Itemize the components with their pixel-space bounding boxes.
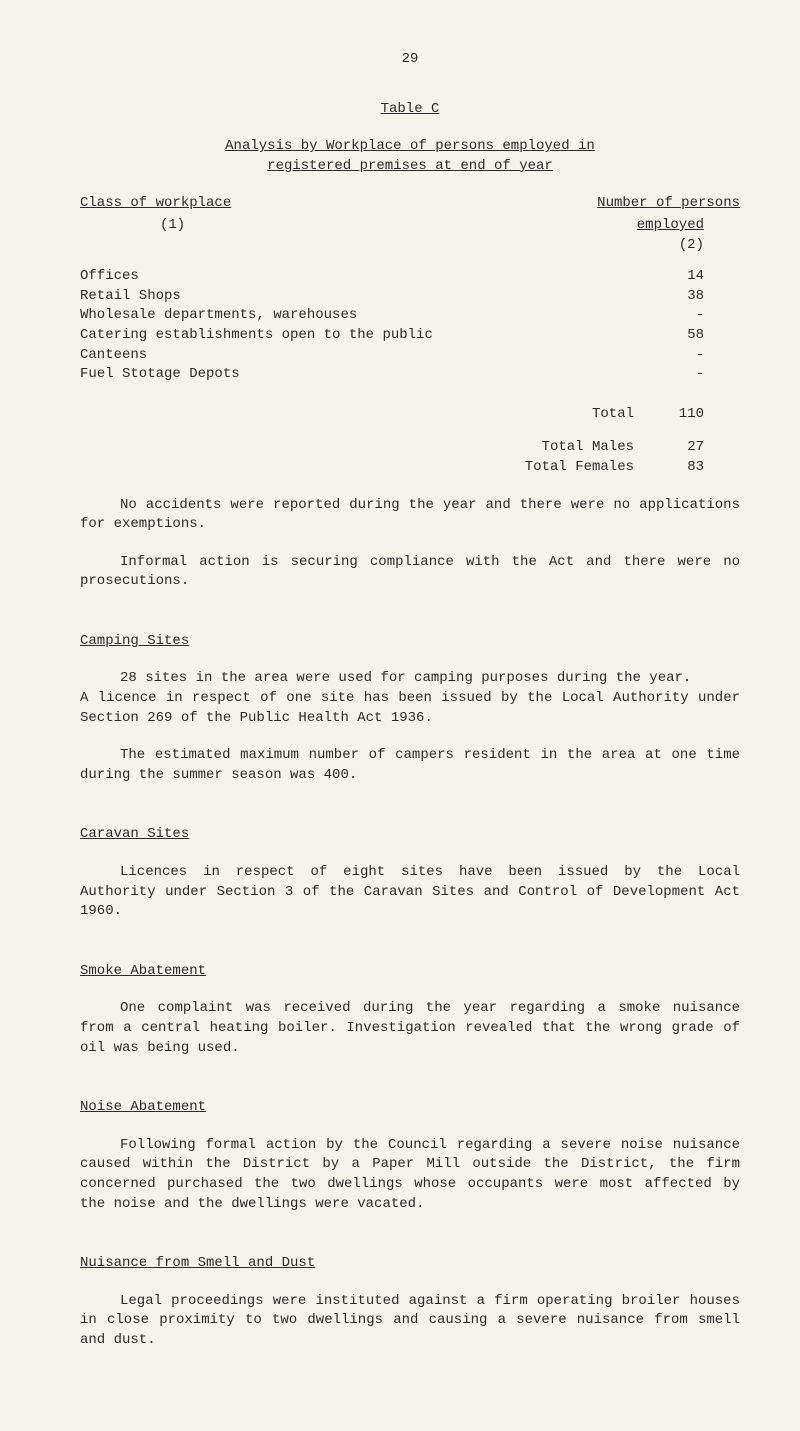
para-informal: Informal action is securing compliance w… [80, 553, 740, 592]
col-head-class: Class of workplace [80, 195, 231, 211]
table-row: Retail Shops 38 [80, 287, 740, 307]
table-title: Analysis by Workplace of persons employe… [80, 137, 740, 176]
nuisance-heading: Nuisance from Smell and Dust [80, 1254, 740, 1274]
page-number: 29 [80, 50, 740, 70]
total-row: Total 110 [80, 405, 740, 425]
table-row: Wholesale departments, warehouses - [80, 306, 740, 326]
noise-p: Following formal action by the Council r… [80, 1136, 740, 1214]
table-row: Fuel Stotage Depots - [80, 365, 740, 385]
column-headers: Class of workplace Number of persons [80, 194, 740, 214]
table-label: Table C [80, 100, 740, 120]
camping-p1: 28 sites in the area were used for campi… [80, 669, 740, 728]
camping-heading: Camping Sites [80, 632, 740, 652]
total-females-row: Total Females 83 [80, 458, 740, 478]
smoke-heading: Smoke Abatement [80, 962, 740, 982]
para-no-accidents: No accidents were reported during the ye… [80, 496, 740, 535]
total-males-row: Total Males 27 [80, 438, 740, 458]
table-row: Canteens - [80, 346, 740, 366]
table-row: Offices 14 [80, 267, 740, 287]
subhead-2: (2) [504, 236, 704, 256]
caravan-heading: Caravan Sites [80, 825, 740, 845]
subhead-1: (1) [80, 216, 504, 255]
subheader-row: (1) employed (2) [80, 216, 740, 255]
totals-block: Total 110 Total Males 27 Total Females 8… [80, 405, 740, 478]
subhead-employed: employed [637, 217, 704, 233]
smoke-p: One complaint was received during the ye… [80, 999, 740, 1058]
nuisance-p: Legal proceedings were instituted agains… [80, 1292, 740, 1351]
table-row: Catering establishments open to the publ… [80, 326, 740, 346]
noise-heading: Noise Abatement [80, 1098, 740, 1118]
caravan-p: Licences in respect of eight sites have … [80, 863, 740, 922]
camping-p2: The estimated maximum number of campers … [80, 746, 740, 785]
document-page: 29 Table C Analysis by Workplace of pers… [0, 0, 800, 1431]
col-head-number: Number of persons [597, 195, 740, 211]
